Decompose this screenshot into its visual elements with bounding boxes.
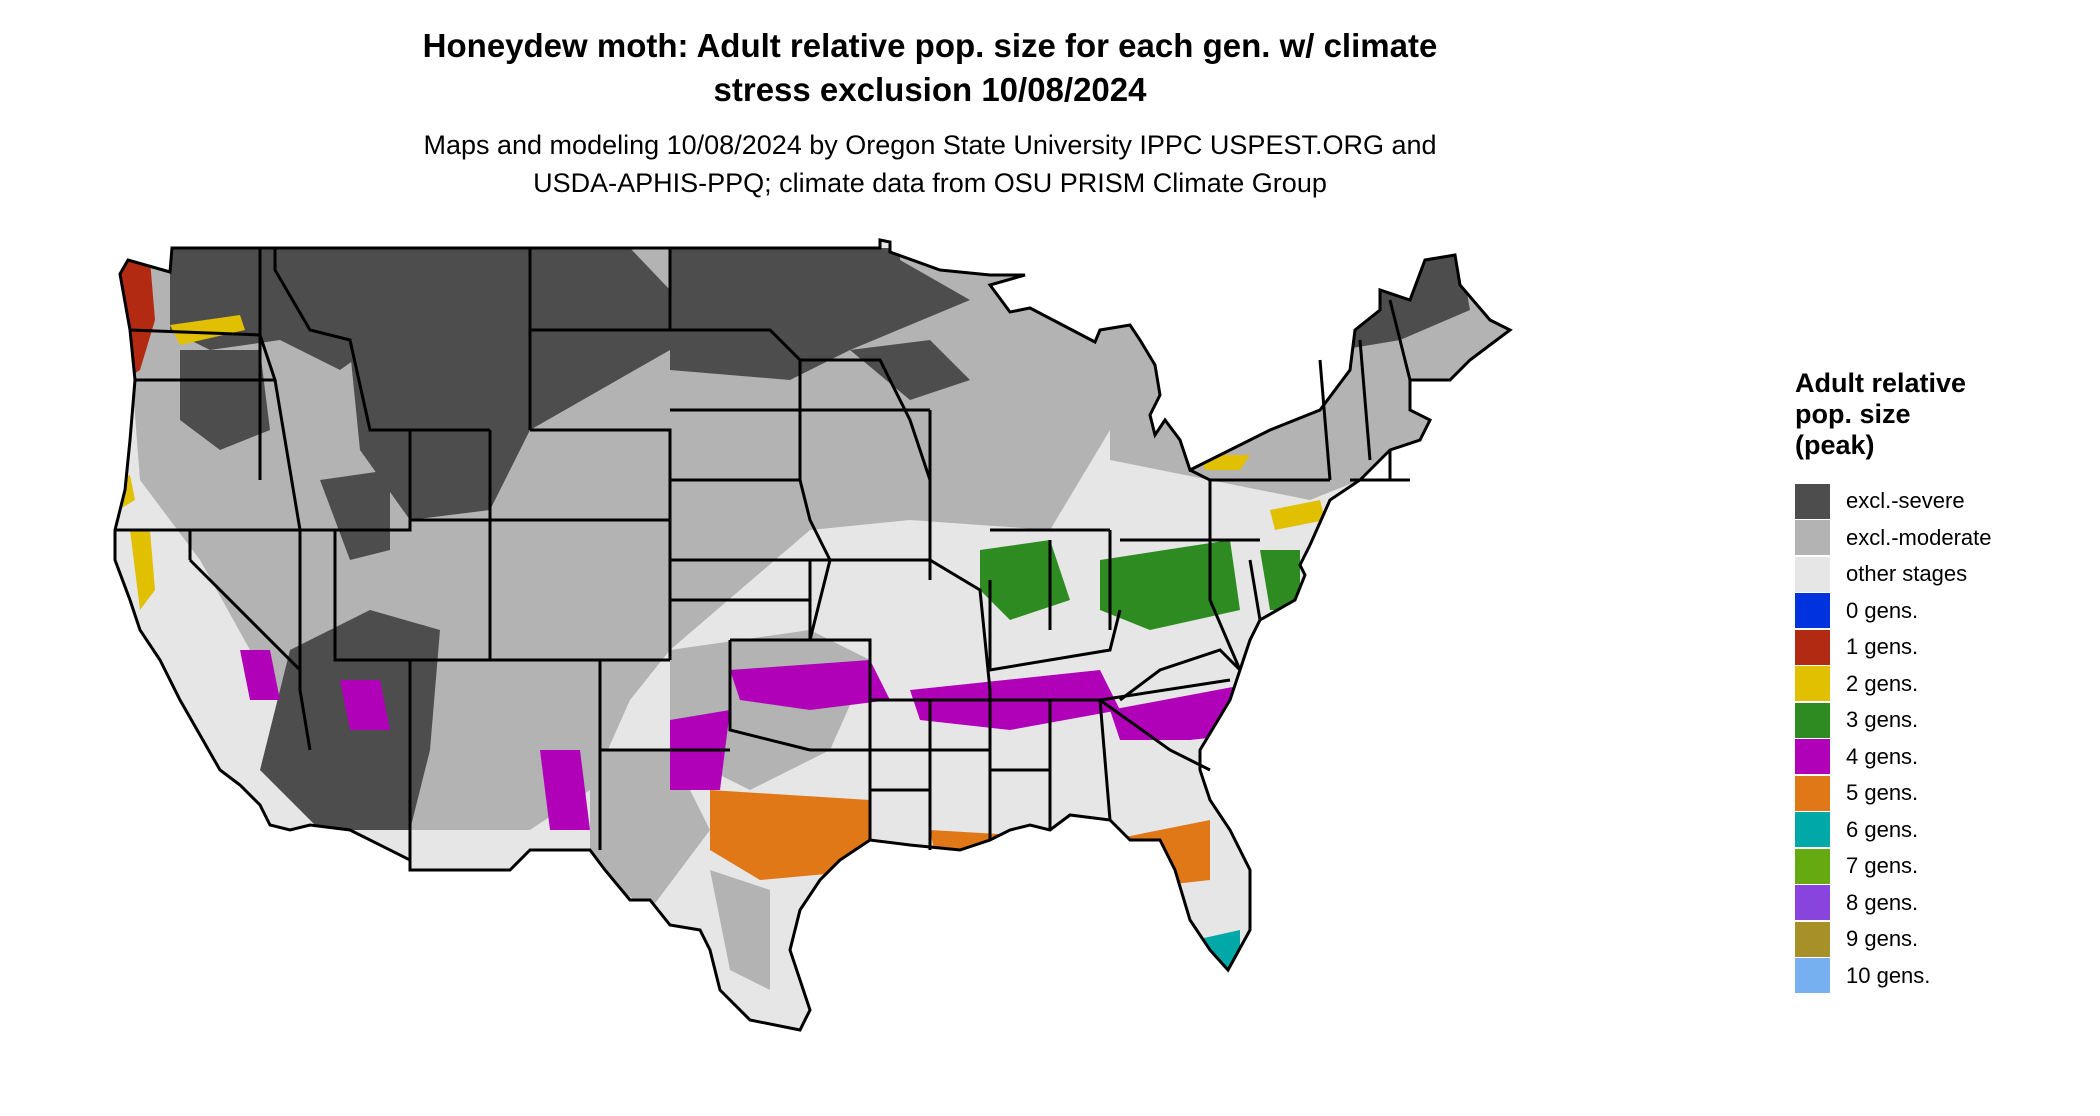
legend-label: excl.-severe [1846, 488, 1965, 514]
legend-swatch [1795, 739, 1830, 775]
legend-swatch [1795, 812, 1830, 848]
subtitle-line-1: Maps and modeling 10/08/2024 by Oregon S… [423, 130, 1437, 160]
legend-swatch [1795, 556, 1830, 592]
legend-label: other stages [1846, 561, 1968, 587]
legend-item-8-gens: 8 gens. [1795, 885, 2075, 922]
legend-title: Adult relative pop. size (peak) [1795, 368, 2075, 461]
legend-label: 8 gens. [1846, 889, 1919, 915]
legend-label: 7 gens. [1846, 853, 1919, 879]
legend-swatch [1795, 775, 1830, 811]
legend-label: 2 gens. [1846, 670, 1919, 696]
legend-label: 5 gens. [1846, 780, 1919, 806]
legend-item-9-gens: 9 gens. [1795, 921, 2075, 958]
legend-swatch [1795, 921, 1830, 957]
legend-swatch [1795, 520, 1830, 556]
legend-item-6-gens: 6 gens. [1795, 812, 2075, 849]
legend-item-7-gens: 7 gens. [1795, 848, 2075, 885]
gens-7-regions [1230, 1000, 1250, 1030]
legend-swatch [1795, 483, 1830, 519]
legend-swatch [1795, 885, 1830, 921]
legend-swatch [1795, 702, 1830, 738]
legend-swatch [1795, 958, 1830, 994]
title-line-1: Honeydew moth: Adult relative pop. size … [422, 27, 1438, 64]
legend-label: 6 gens. [1846, 816, 1919, 842]
legend-item-3-gens: 3 gens. [1795, 702, 2075, 739]
legend-label: 3 gens. [1846, 707, 1919, 733]
legend-label: 0 gens. [1846, 597, 1919, 623]
legend-label: excl.-moderate [1846, 524, 1992, 550]
map-subtitle: Maps and modeling 10/08/2024 by Oregon S… [330, 126, 1530, 202]
map-title: Honeydew moth: Adult relative pop. size … [330, 24, 1530, 112]
legend-item-other-stages: other stages [1795, 556, 2075, 593]
legend-item-4-gens: 4 gens. [1795, 739, 2075, 776]
legend-label: 1 gens. [1846, 634, 1919, 660]
legend-swatch [1795, 666, 1830, 702]
gens-6-regions [830, 920, 1240, 990]
legend-item-excl-moderate: excl.-moderate [1795, 520, 2075, 557]
map-legend: Adult relative pop. size (peak) excl.-se… [1795, 368, 2075, 994]
legend-swatch [1795, 629, 1830, 665]
legend-label: 4 gens. [1846, 743, 1919, 769]
legend-item-0-gens: 0 gens. [1795, 593, 2075, 630]
title-line-2: stress exclusion 10/08/2024 [713, 71, 1147, 108]
legend-item-2-gens: 2 gens. [1795, 666, 2075, 703]
state-borders [113, 238, 1513, 1032]
legend-title-line-1: Adult relative [1795, 368, 1967, 398]
us-map [113, 238, 1513, 1032]
legend-item-excl-severe: excl.-severe [1795, 483, 2075, 520]
gens-3-regions [980, 540, 1300, 630]
subtitle-line-2: USDA-APHIS-PPQ; climate data from OSU PR… [533, 168, 1327, 198]
legend-item-10-gens: 10 gens. [1795, 958, 2075, 995]
legend-label: 9 gens. [1846, 926, 1919, 952]
legend-item-5-gens: 5 gens. [1795, 775, 2075, 812]
legend-swatch [1795, 593, 1830, 629]
legend-label: 10 gens. [1846, 962, 1931, 988]
legend-item-1-gens: 1 gens. [1795, 629, 2075, 666]
legend-title-line-3: (peak) [1795, 430, 1875, 460]
legend-title-line-2: pop. size [1795, 399, 1911, 429]
legend-swatch [1795, 848, 1830, 884]
excl-severe-regions [170, 248, 1470, 830]
